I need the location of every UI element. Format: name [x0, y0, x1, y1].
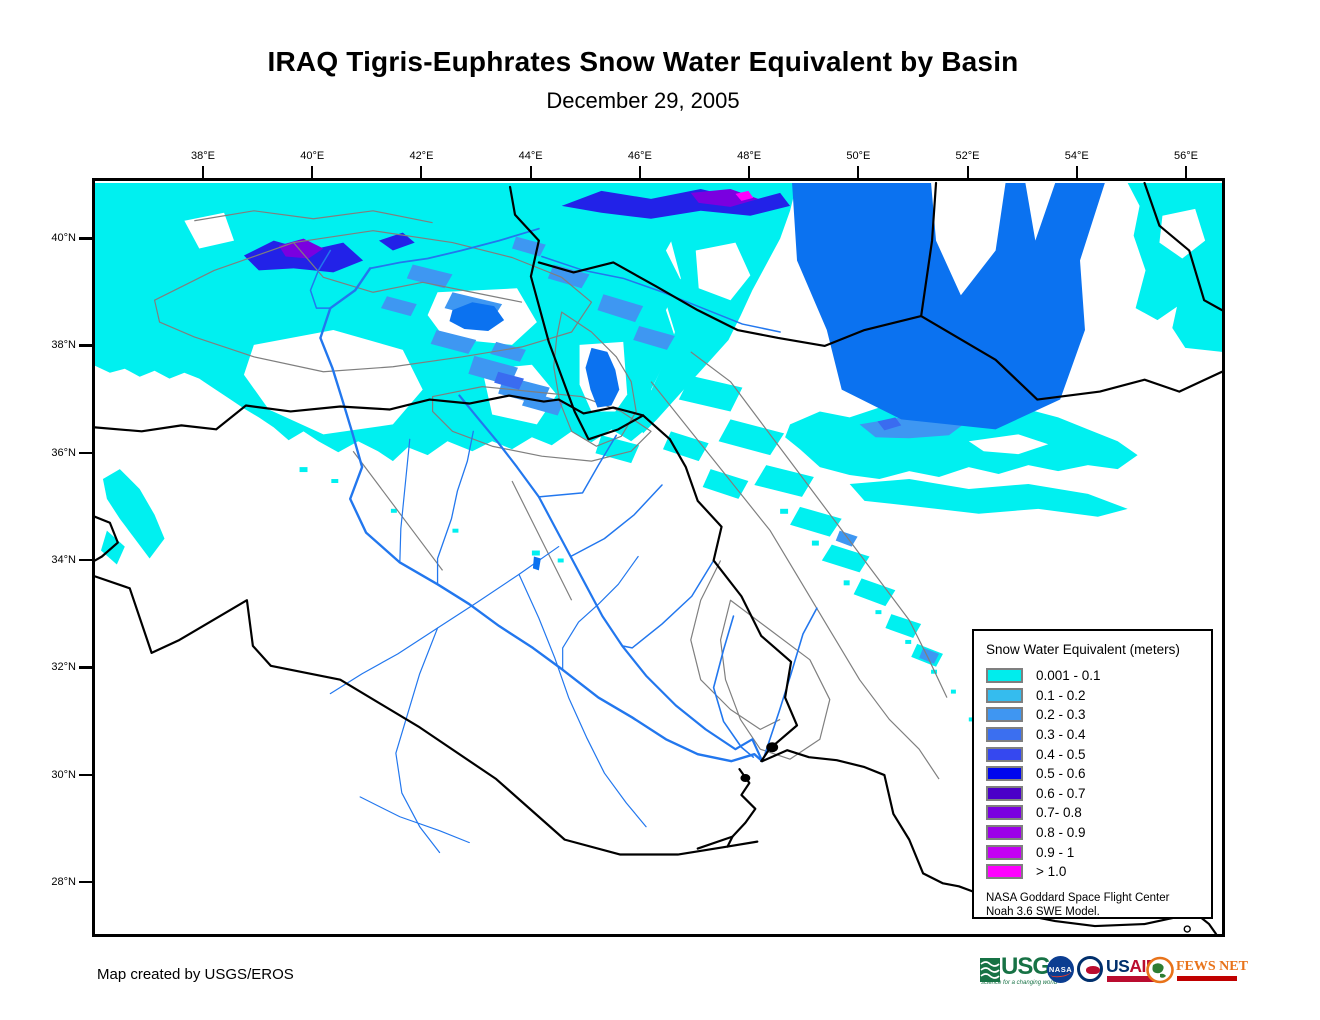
latitude-label: 40°N	[51, 232, 76, 244]
snow-deep-layer	[243, 188, 969, 664]
legend-swatch	[986, 746, 1023, 762]
latitude-label: 30°N	[51, 768, 76, 781]
caspian-sea	[792, 182, 1105, 430]
longitude-tick	[1075, 166, 1078, 179]
legend-note-line1: NASA Goddard Space Flight Center	[986, 891, 1170, 904]
legend-label: 0.2 - 0.3	[1036, 707, 1086, 723]
legend-row: 0.8 - 0.9	[986, 823, 1199, 843]
longitude-tick	[311, 166, 314, 179]
latitude-label: 36°N	[51, 446, 76, 459]
legend-label: 0.3 - 0.4	[1036, 727, 1086, 743]
legend-row: 0.001 - 0.1	[986, 666, 1199, 686]
longitude-label: 42°E	[409, 150, 434, 162]
legend-row: 0.9 - 1	[986, 842, 1199, 862]
usaid-wordmark-us: US	[1106, 956, 1130, 976]
legend-row: 0.6 - 0.7	[986, 784, 1199, 804]
longitude-label: 52°E	[955, 150, 980, 162]
latitude-tick	[79, 880, 93, 884]
latitude-label: 32°N	[51, 661, 76, 674]
longitude-label: 48°E	[737, 150, 762, 162]
lakes	[449, 302, 620, 571]
longitude-tick	[748, 166, 751, 179]
legend-note-line2: Noah 3.6 SWE Model.	[986, 906, 1100, 919]
longitude-tick	[529, 166, 532, 179]
latitude-tick	[79, 451, 93, 455]
longitude-label: 44°E	[518, 150, 543, 162]
legend-label: 0.9 - 1	[1036, 844, 1075, 860]
nasa-meatball-icon	[1047, 956, 1074, 983]
longitude-tick	[420, 166, 423, 179]
nasa-logo: NASA	[1047, 956, 1074, 983]
legend-label: 0.6 - 0.7	[1036, 785, 1086, 801]
longitude-tick	[638, 166, 641, 179]
legend: Snow Water Equivalent (meters) 0.001 - 0…	[972, 629, 1213, 919]
legend-swatch	[986, 864, 1023, 880]
legend-swatch	[986, 766, 1023, 782]
map-credit: Map created by USGS/EROS	[97, 966, 294, 983]
latitude-tick	[79, 558, 93, 562]
latitude-label: 28°N	[51, 875, 76, 888]
latitude-tick	[79, 666, 93, 669]
legend-swatch	[986, 825, 1023, 841]
fewsnet-wordmark: FEWS NET	[1176, 959, 1248, 974]
page-subtitle: December 29, 2005	[546, 88, 740, 113]
latitude-tick	[79, 773, 93, 776]
latitude-label: 38°N	[51, 339, 76, 352]
legend-row: 0.2 - 0.3	[986, 705, 1199, 725]
legend-label: 0.4 - 0.5	[1036, 746, 1086, 762]
map-graphic	[95, 181, 1222, 934]
latitude-label: 34°N	[51, 553, 76, 566]
legend-title: Snow Water Equivalent (meters)	[986, 642, 1180, 657]
logo-strip: USGS science for a changing world NASA U…	[980, 953, 1248, 999]
basin-boundaries	[153, 210, 948, 780]
longitude-label: 50°E	[846, 150, 871, 162]
legend-swatch	[986, 785, 1023, 801]
legend-swatch	[986, 668, 1023, 684]
legend-label: 0.8 - 0.9	[1036, 825, 1086, 841]
legend-row: 0.3 - 0.4	[986, 725, 1199, 745]
legend-row: 0.7- 0.8	[986, 803, 1199, 823]
legend-label: 0.5 - 0.6	[1036, 766, 1086, 782]
legend-swatch	[986, 727, 1023, 743]
latitude-tick	[79, 344, 93, 347]
longitude-tick	[202, 166, 204, 179]
longitude-tick	[966, 166, 969, 179]
legend-note: NASA Goddard Space Flight Center Noah 3.…	[986, 891, 1199, 921]
usgs-logo: USGS science for a changing world	[980, 953, 1066, 995]
longitude-label: 40°E	[300, 150, 325, 162]
longitude-label: 38°E	[191, 150, 215, 162]
legend-label: > 1.0	[1036, 864, 1067, 880]
latitude-tick	[79, 237, 93, 240]
legend-label: 0.001 - 0.1	[1036, 668, 1101, 684]
legend-swatch	[986, 687, 1023, 703]
page-title: IRAQ Tigris-Euphrates Snow Water Equival…	[267, 46, 1019, 77]
longitude-label: 56°E	[1173, 150, 1198, 162]
longitude-label: 54°E	[1064, 150, 1089, 162]
nasa-wordmark: NASA	[1048, 965, 1073, 974]
legend-swatch	[986, 805, 1023, 821]
usgs-tagline: science for a changing world	[981, 980, 1058, 986]
rivers	[309, 227, 818, 854]
longitude-label: 46°E	[627, 150, 652, 162]
longitude-tick	[1184, 166, 1187, 179]
legend-swatch	[986, 844, 1023, 860]
legend-row: 0.1 - 0.2	[986, 686, 1199, 706]
fewsnet-logo: FEWS NET	[1146, 955, 1248, 985]
legend-row: 0.4 - 0.5	[986, 744, 1199, 764]
legend-label: 0.1 - 0.2	[1036, 687, 1086, 703]
fewsnet-tagline-bar	[1177, 976, 1237, 981]
legend-items: 0.001 - 0.1 0.1 - 0.2 0.2 - 0.3 0.3 - 0.4 0.…	[986, 666, 1199, 882]
legend-row: 0.5 - 0.6	[986, 764, 1199, 784]
legend-swatch	[986, 707, 1023, 723]
usaid-seal-icon	[1077, 956, 1103, 982]
longitude-tick	[857, 166, 860, 179]
usaid-tagline-bar	[1107, 976, 1164, 982]
fewsnet-globe-icon	[1146, 956, 1174, 984]
legend-label: 0.7- 0.8	[1036, 805, 1082, 821]
usgs-wave-icon	[980, 958, 1000, 982]
legend-row: > 1.0	[986, 862, 1199, 882]
